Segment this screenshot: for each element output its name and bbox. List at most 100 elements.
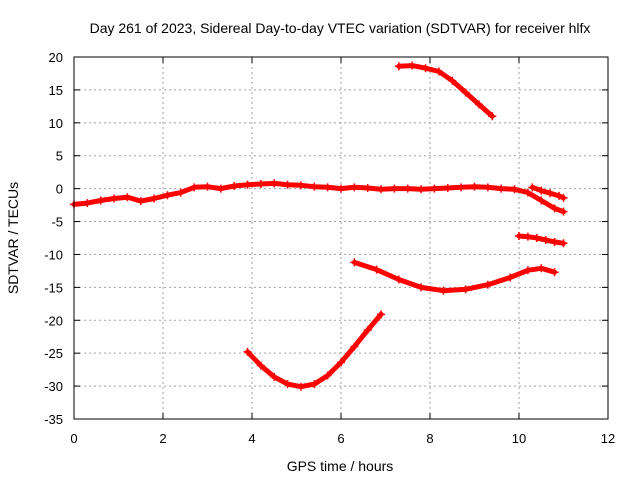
data-point xyxy=(474,100,483,109)
series-trace xyxy=(396,63,495,119)
x-tick-label: 2 xyxy=(159,431,166,446)
data-point xyxy=(270,179,279,188)
y-tick-label: 15 xyxy=(49,83,63,98)
data-point xyxy=(190,183,199,192)
y-tick-label: -15 xyxy=(44,280,63,295)
series-upper-right-branch xyxy=(528,183,568,202)
data-point xyxy=(461,88,470,97)
data-point xyxy=(470,182,479,191)
y-axis-label: SDTVAR / TECUs xyxy=(5,182,21,294)
data-point xyxy=(497,184,506,193)
data-point xyxy=(550,268,559,277)
y-tick-label: -10 xyxy=(44,247,63,262)
data-point xyxy=(270,372,279,381)
series-main-band xyxy=(70,179,568,216)
data-series xyxy=(70,61,568,391)
y-tick-label: 10 xyxy=(49,116,63,131)
data-point xyxy=(483,280,492,289)
data-point xyxy=(528,183,537,192)
data-point xyxy=(243,180,252,189)
x-tick-label: 8 xyxy=(426,431,433,446)
data-point xyxy=(559,193,568,202)
y-tick-label: -35 xyxy=(44,412,63,427)
series-high-arc xyxy=(394,61,497,121)
data-point xyxy=(256,180,265,189)
data-point xyxy=(523,188,532,197)
data-point xyxy=(163,191,172,200)
data-point xyxy=(434,67,443,76)
data-point xyxy=(390,184,399,193)
y-tick-label: -25 xyxy=(44,346,63,361)
data-point xyxy=(461,285,470,294)
data-point xyxy=(323,371,332,380)
data-point xyxy=(363,183,372,192)
data-point xyxy=(203,182,212,191)
data-point xyxy=(559,207,568,216)
x-tick-label: 6 xyxy=(337,431,344,446)
data-point xyxy=(439,286,448,295)
data-point xyxy=(310,182,319,191)
series-trace xyxy=(351,259,558,294)
data-point xyxy=(123,193,132,202)
axis-ticks: 0 2 4 6 8 10 12 -35 -30 -25 -20 -15 -10 -5 0 5 10 15 20 xyxy=(44,50,615,446)
chart-title: Day 261 of 2023, Sidereal Day-to-day VTE… xyxy=(90,20,591,36)
x-axis-label: GPS time / hours xyxy=(287,458,394,474)
y-tick-label: 5 xyxy=(56,149,63,164)
data-point xyxy=(394,62,403,71)
data-point xyxy=(96,196,105,205)
data-point xyxy=(448,76,457,85)
data-point xyxy=(408,61,417,70)
data-point xyxy=(216,184,225,193)
data-point xyxy=(110,194,119,203)
series-trace xyxy=(245,311,384,390)
series-minus-seven-segment xyxy=(515,232,568,248)
data-point xyxy=(377,310,386,319)
data-point xyxy=(483,183,492,192)
data-point xyxy=(243,347,252,356)
data-point xyxy=(546,189,555,198)
data-point xyxy=(550,237,559,246)
data-point xyxy=(377,185,386,194)
data-point xyxy=(350,342,359,351)
data-point xyxy=(350,183,359,192)
data-point xyxy=(532,234,541,242)
x-tick-label: 4 xyxy=(248,431,255,446)
data-point xyxy=(457,183,466,192)
data-point xyxy=(176,188,185,197)
data-point xyxy=(541,235,550,244)
y-tick-label: -30 xyxy=(44,379,63,394)
data-point xyxy=(230,182,239,191)
data-point xyxy=(394,275,403,284)
data-point xyxy=(296,181,305,190)
data-point xyxy=(515,232,523,241)
data-point xyxy=(417,283,426,292)
data-point xyxy=(523,232,532,241)
data-point xyxy=(550,204,559,213)
data-point xyxy=(510,185,519,194)
data-point xyxy=(443,183,452,192)
data-point xyxy=(296,382,305,391)
data-point xyxy=(323,183,332,192)
data-point xyxy=(363,326,372,335)
data-point xyxy=(283,180,292,189)
data-point xyxy=(417,185,426,194)
data-point xyxy=(283,380,292,389)
plot-frame xyxy=(73,56,609,420)
data-point xyxy=(555,191,564,200)
data-point xyxy=(256,361,265,370)
data-point xyxy=(136,197,145,206)
data-point xyxy=(350,258,359,267)
data-point xyxy=(523,266,532,275)
data-point xyxy=(403,184,412,193)
y-tick-label: 20 xyxy=(49,50,63,65)
data-point xyxy=(337,358,345,367)
x-tick-label: 10 xyxy=(512,431,526,446)
data-point xyxy=(488,112,497,121)
y-tick-label: -5 xyxy=(51,215,63,230)
x-tick-label: 0 xyxy=(70,431,77,446)
data-point xyxy=(559,239,568,248)
x-tick-label: 12 xyxy=(601,431,615,446)
data-point xyxy=(537,196,546,205)
data-point xyxy=(537,264,546,273)
